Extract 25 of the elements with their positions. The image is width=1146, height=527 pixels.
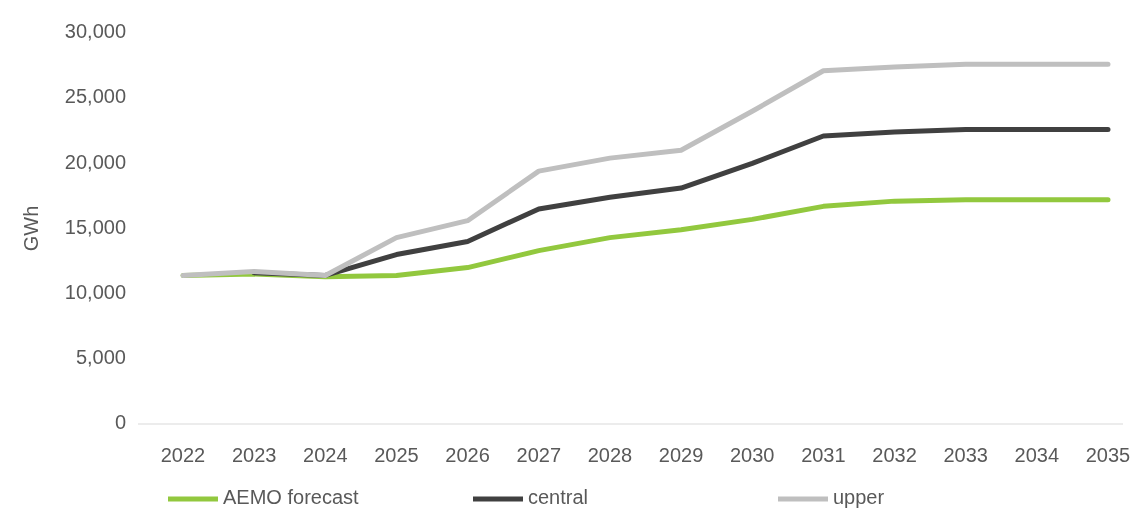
x-tick-label: 2034	[1014, 444, 1060, 466]
x-tick-label: 2032	[872, 444, 917, 466]
x-tick-label: 2027	[516, 444, 562, 466]
x-tick-label: 2030	[729, 444, 775, 466]
x-tick-label: 2023	[231, 444, 277, 466]
y-tick-label: 10,000	[64, 280, 126, 303]
x-tick-label: 2022	[160, 444, 206, 466]
x-tick-label: 2025	[374, 444, 419, 466]
y-tick-label: 20,000	[64, 150, 126, 173]
y-axis-title: GWh	[20, 205, 42, 252]
y-tick-label: 25,000	[64, 85, 126, 108]
x-tick-label: 2029	[658, 444, 704, 466]
x-tick-label: 2035	[1085, 444, 1131, 466]
x-tick-label: 2026	[445, 444, 490, 466]
x-tick-label: 2024	[303, 444, 348, 466]
legend-label: central	[528, 486, 589, 509]
y-tick-label: 0	[114, 411, 126, 434]
legend-label: AEMO forecast	[223, 486, 360, 509]
x-tick-label: 2031	[801, 444, 846, 466]
y-tick-label: 5,000	[75, 346, 126, 369]
legend-label: upper	[833, 486, 885, 509]
x-tick-label: 2028	[587, 444, 633, 466]
y-tick-label: 30,000	[64, 20, 126, 43]
x-tick-label: 2033	[943, 444, 988, 466]
y-tick-label: 15,000	[64, 215, 126, 238]
